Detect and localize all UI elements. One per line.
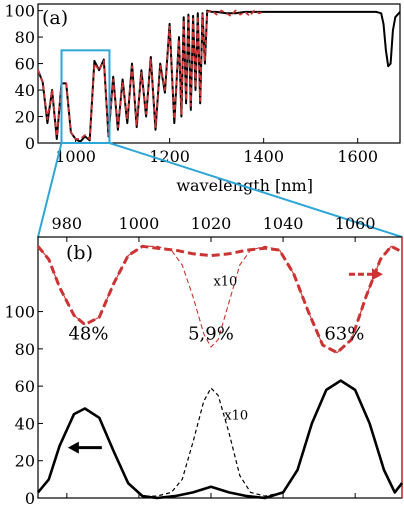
zoom-connectors <box>37 142 403 238</box>
y-tick-label-b: 40 <box>15 414 35 433</box>
y-tick-label-a: 40 <box>15 81 35 100</box>
x-tick-label-b: 980 <box>52 214 83 233</box>
y-tick-label-a: 20 <box>15 108 35 127</box>
annotation-label: 48% <box>68 324 108 345</box>
x-tick-label-a: 1600 <box>337 147 378 166</box>
y-tick-label-b: 60 <box>15 377 35 396</box>
series-line-a-1 <box>37 9 264 140</box>
y-tick-label-a: 100 <box>4 2 35 21</box>
x-tick-label-b: 1020 <box>191 214 232 233</box>
plot-frame-a <box>37 3 401 144</box>
arrow-left-head <box>67 441 79 454</box>
series-line-b-0 <box>37 379 404 500</box>
panel-label-a: (a) <box>42 7 68 29</box>
y-tick-label-b: 100 <box>4 303 35 322</box>
arrow-right-head <box>371 268 383 281</box>
y-tick-label-b: 20 <box>15 452 35 471</box>
x-tick-label-a: 1200 <box>149 147 190 166</box>
y-tick-label-a: 60 <box>15 55 35 74</box>
series-line-b-3 <box>37 245 403 354</box>
y-tick-label-b: 80 <box>15 340 35 359</box>
annotation-label: x10 <box>224 409 248 424</box>
x-tick-label-b: 1060 <box>335 214 376 233</box>
annotation-label: 63% <box>324 324 364 345</box>
panel-b: 980 1000 1020 1040 1060 0 20 40 60 80 100 (b) 48% 5,9… <box>4 214 404 508</box>
annotation-label: 5,9% <box>188 324 234 345</box>
series-line-b-1 <box>37 380 403 497</box>
y-tick-label-b: 0 <box>25 489 35 508</box>
zoom-window <box>60 49 111 144</box>
panel-a: 1000120014001600020406080100wavelength [… <box>4 2 401 195</box>
series-line-a-0 <box>37 9 401 143</box>
y-tick-label-a: 0 <box>25 134 35 153</box>
annotation-label: x10 <box>213 274 237 289</box>
y-tick-label-a: 80 <box>15 28 35 47</box>
x-tick-label-a: 1000 <box>55 147 96 166</box>
zoom-connector-right <box>109 142 403 238</box>
x-tick-label-a: 1400 <box>243 147 284 166</box>
panel-label-b: (b) <box>66 242 93 264</box>
x-tick-label-b: 1040 <box>263 214 304 233</box>
zoom-connector-left <box>37 142 63 238</box>
x-tick-label-b: 1000 <box>119 214 160 233</box>
